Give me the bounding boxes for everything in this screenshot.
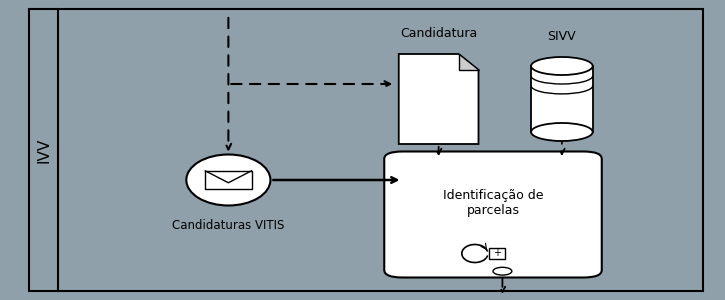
Polygon shape [399,54,479,144]
Text: Identificação de
parcelas: Identificação de parcelas [443,189,543,218]
Text: Candidaturas VITIS: Candidaturas VITIS [173,219,284,232]
Ellipse shape [531,57,592,75]
Bar [531,66,592,132]
Text: IVV: IVV [36,137,51,163]
Ellipse shape [531,123,592,141]
Bar [489,248,505,259]
Ellipse shape [186,154,270,206]
Circle shape [493,267,512,275]
FancyBboxPatch shape [384,152,602,278]
Text: SIVV: SIVV [547,31,576,44]
Bar [205,171,252,189]
Text: Candidatura: Candidatura [400,28,477,40]
Polygon shape [459,54,478,70]
Text: +: + [493,248,502,259]
